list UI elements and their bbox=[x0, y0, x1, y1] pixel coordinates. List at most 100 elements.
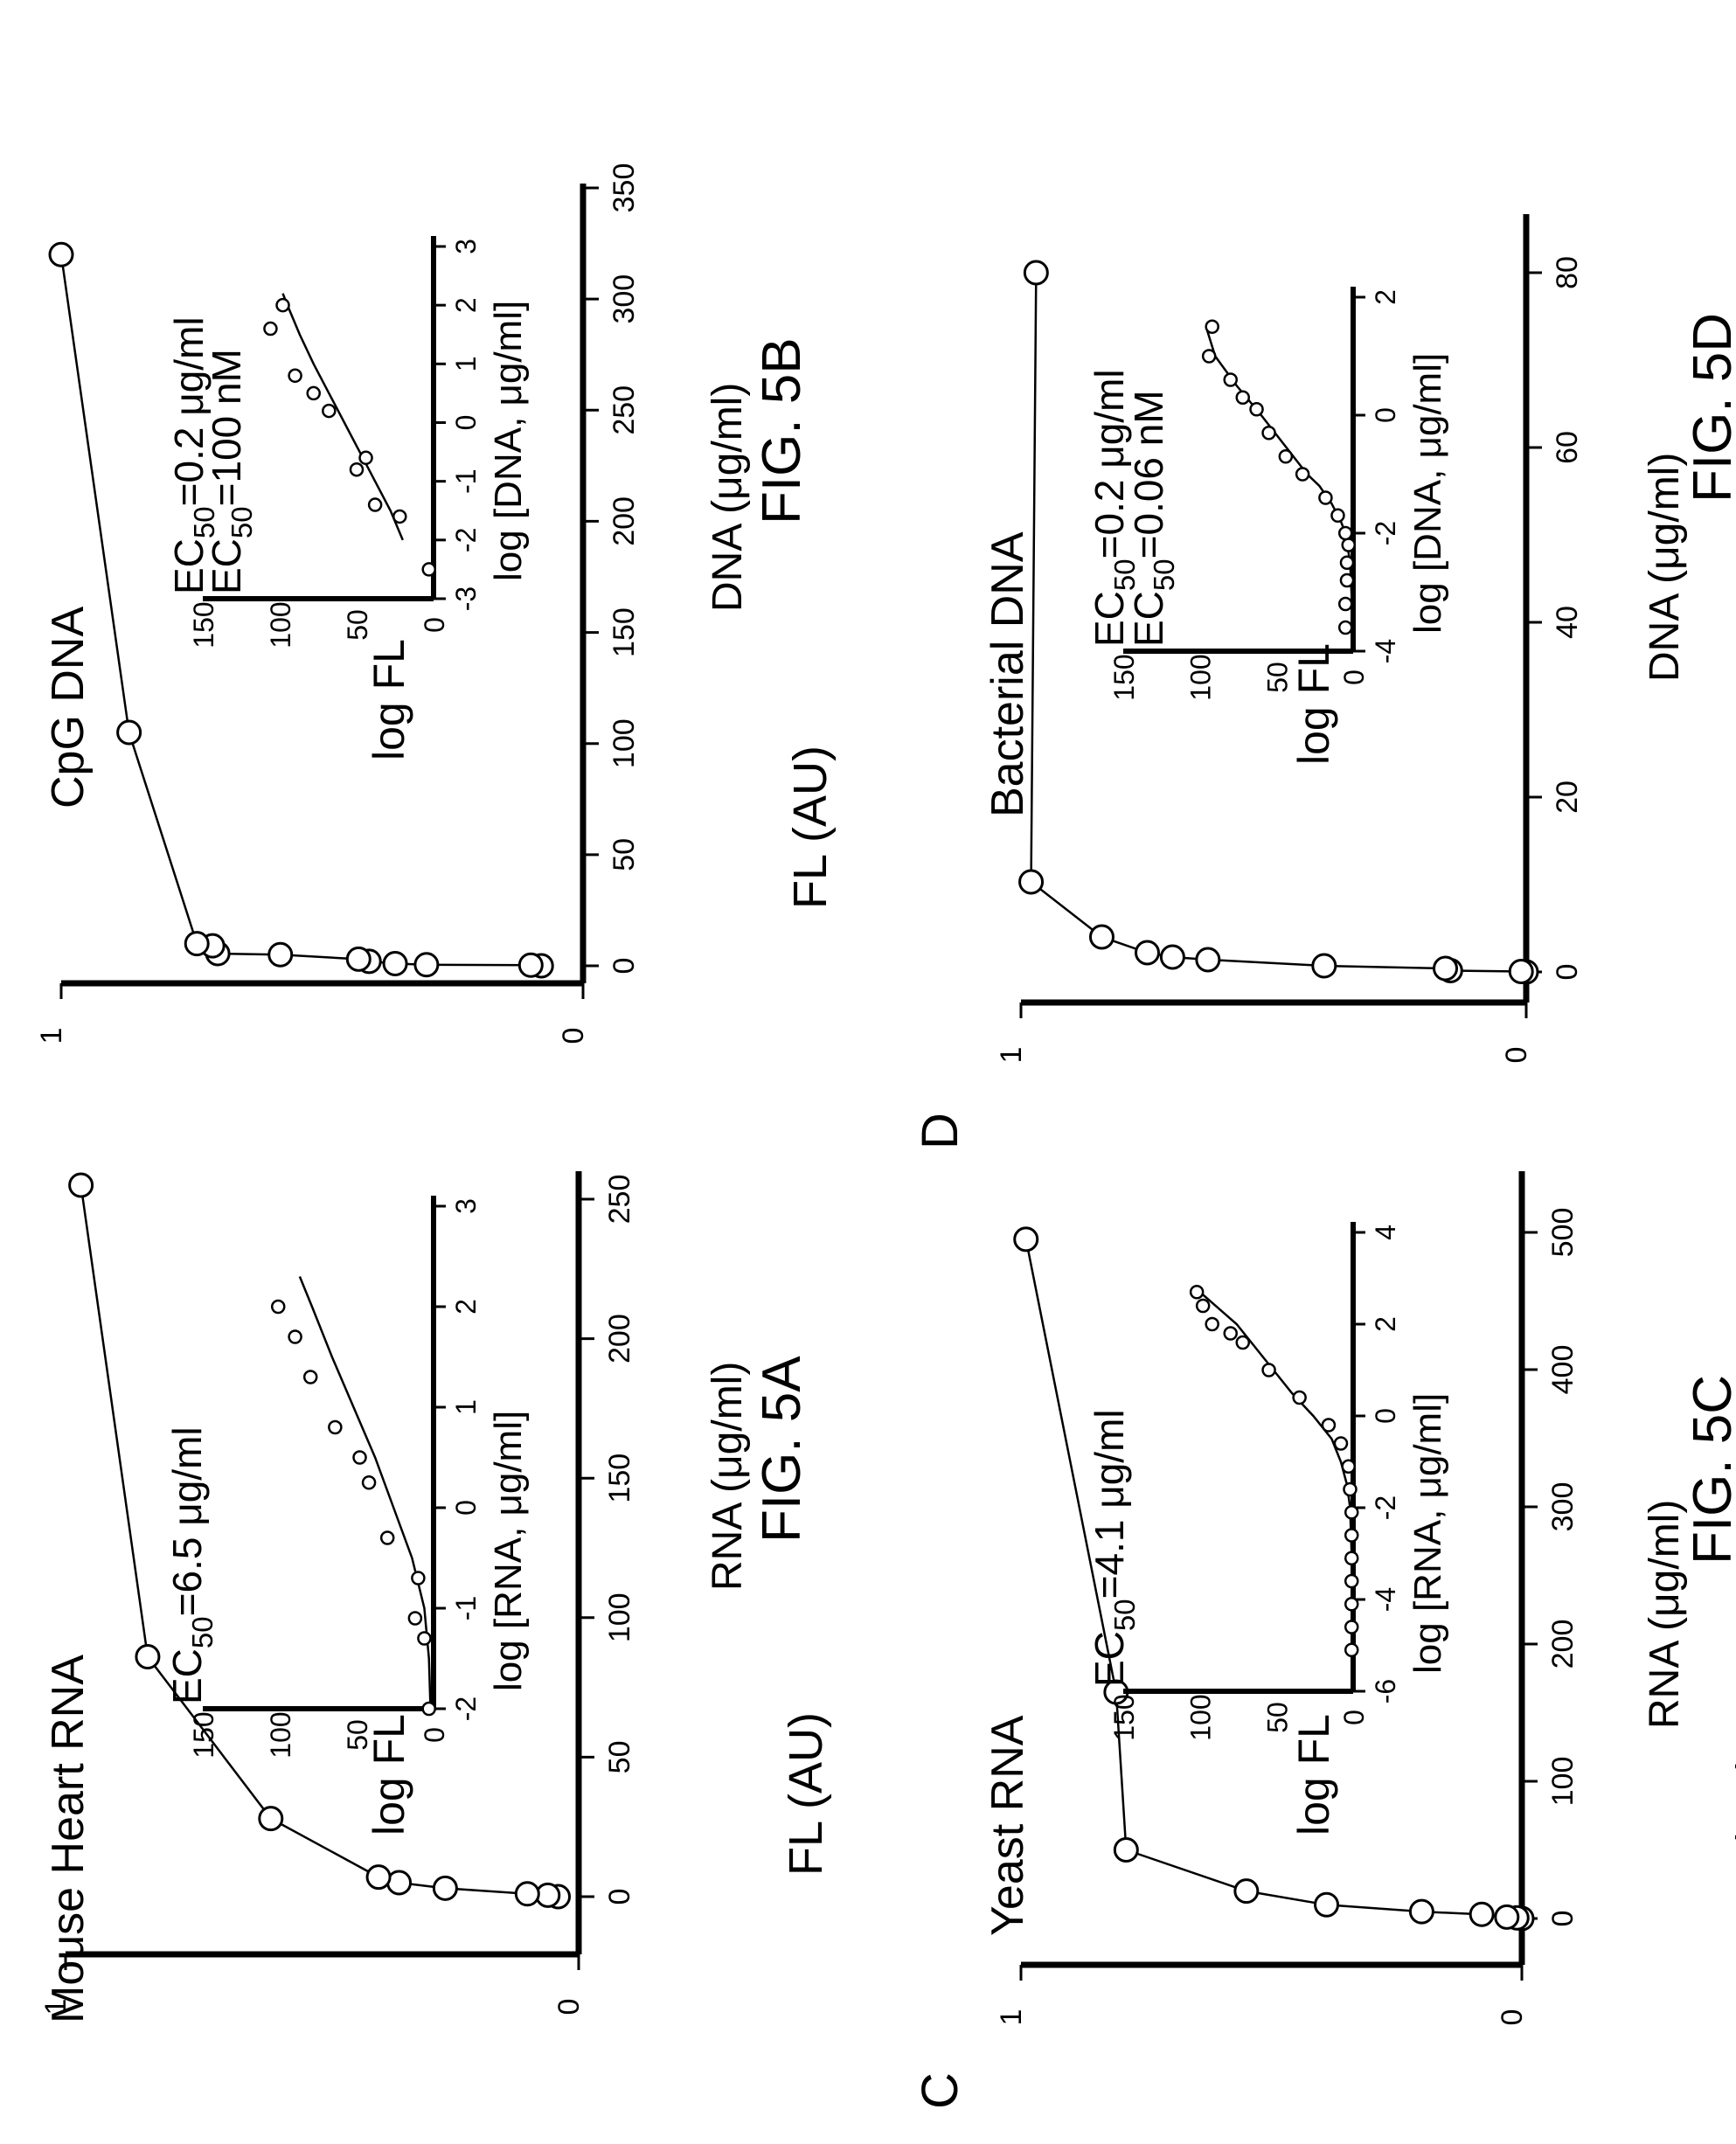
inset-x-axis-label-5C: log [RNA, μg/ml] bbox=[1406, 1393, 1449, 1674]
data-point-5C bbox=[1494, 1904, 1520, 1930]
x-axis-label-5A: RNA (μg/ml) bbox=[705, 1362, 751, 1591]
inset-x-tick-label-5D: -4 bbox=[1370, 639, 1401, 663]
data-point-5B bbox=[267, 941, 294, 968]
inset-x-tick-label-5B: -1 bbox=[450, 468, 482, 493]
inset-data-point-5C bbox=[1321, 1418, 1337, 1433]
y-tick-label-5B: 1 bbox=[35, 1028, 68, 1044]
inset-x-tick-label-5D: -2 bbox=[1370, 521, 1401, 545]
inset-x-tick-label-5B: -3 bbox=[450, 586, 482, 611]
data-point-5A bbox=[386, 1870, 413, 1896]
inset-x-tick-label-5A: -2 bbox=[450, 1696, 482, 1721]
x-tick-label-5D: 20 bbox=[1551, 781, 1584, 814]
inset-data-point-5C bbox=[1261, 1363, 1276, 1377]
inset-data-point-5C bbox=[1344, 1620, 1359, 1634]
inset-data-point-5A bbox=[361, 1475, 377, 1490]
inset-x-tick-label-5D: 0 bbox=[1370, 407, 1401, 423]
inset-data-point-5D bbox=[1261, 426, 1276, 441]
x-tick-label-5B: 250 bbox=[608, 385, 641, 435]
chart-title-5A: Mouse Heart RNA bbox=[43, 1655, 94, 2023]
inset-data-point-5A bbox=[302, 1370, 318, 1384]
data-point-5C bbox=[1314, 1891, 1340, 1918]
ec50-annotation-5B: EC50=100 nM bbox=[204, 349, 258, 594]
inset-y-tick-label-5A: 150 bbox=[188, 1711, 219, 1758]
inset-data-point-5A bbox=[379, 1530, 395, 1545]
inset-data-point-5D bbox=[1337, 596, 1353, 612]
inset-data-point-5C bbox=[1344, 1597, 1359, 1612]
inset-data-point-5D bbox=[1278, 449, 1294, 464]
data-point-5C bbox=[1113, 1837, 1139, 1863]
x-tick-label-5B: 0 bbox=[608, 958, 641, 975]
inset-data-point-5A bbox=[411, 1571, 426, 1585]
x-tick-label-5A: 100 bbox=[603, 1592, 636, 1642]
y-axis-label-5A: FL (AU) bbox=[780, 1712, 832, 1876]
data-point-5B bbox=[48, 241, 74, 267]
panel-letter-d: D bbox=[912, 1113, 969, 1149]
inset-x-tick-label-5D: 2 bbox=[1370, 289, 1401, 305]
data-point-5A bbox=[365, 1864, 392, 1891]
inset-data-point-5C bbox=[1344, 1528, 1359, 1543]
x-tick-label-5B: 200 bbox=[608, 496, 641, 546]
figure-label-5D: FIG. 5D bbox=[1683, 313, 1736, 503]
inset-y-tick-label-5A: 0 bbox=[419, 1727, 450, 1743]
inset-data-point-5A bbox=[288, 1329, 302, 1344]
inset-data-point-5C bbox=[1344, 1573, 1359, 1589]
inset-data-point-5D bbox=[1330, 508, 1345, 523]
data-point-5D bbox=[1311, 953, 1337, 979]
inset-y-tick-label-5D: 0 bbox=[1338, 670, 1370, 685]
inset-x-axis-label-5D: log [DNA, μg/ml] bbox=[1406, 353, 1449, 634]
inset-data-point-5B bbox=[322, 403, 337, 419]
x-tick-label-5D: 80 bbox=[1551, 256, 1584, 289]
ec50-annotation-5A: EC50=6.5 μg/ml bbox=[164, 1426, 219, 1704]
inset-data-point-5D bbox=[1205, 319, 1219, 334]
inset-data-point-5C bbox=[1344, 1505, 1359, 1520]
data-point-5B bbox=[184, 931, 210, 957]
inset-x-tick-label-5A: 1 bbox=[450, 1399, 482, 1415]
figure-label-5A: FIG. 5A bbox=[752, 1356, 812, 1543]
data-point-5B bbox=[517, 952, 544, 978]
inset-data-point-5C bbox=[1235, 1335, 1251, 1350]
inset-y-tick-label-5A: 100 bbox=[265, 1711, 296, 1758]
inset-data-point-5D bbox=[1341, 538, 1356, 552]
x-tick-label-5B: 350 bbox=[608, 163, 641, 213]
inset-data-point-5D bbox=[1295, 467, 1310, 482]
inset-data-point-5A bbox=[417, 1631, 432, 1646]
x-axis-label-5B: DNA (μg/ml) bbox=[705, 383, 751, 612]
x-tick-label-5C: 100 bbox=[1546, 1757, 1580, 1807]
x-tick-label-5B: 150 bbox=[608, 607, 641, 657]
inset-y-tick-label-5C: 100 bbox=[1185, 1694, 1217, 1740]
inset-data-point-5B bbox=[421, 562, 436, 577]
inset-y-tick-label-5C: 0 bbox=[1338, 1710, 1370, 1725]
inset-5D: -4 -2 0 2 0 50 100 150 log [DNA, μg/ml] log FL bbox=[1108, 287, 1449, 765]
inset-y-tick-label-5A: 50 bbox=[342, 1719, 373, 1751]
x-tick-label-5D: 60 bbox=[1551, 431, 1584, 464]
inset-data-point-5B bbox=[349, 461, 365, 477]
inset-data-point-5C bbox=[1223, 1326, 1238, 1341]
inset-data-point-5B bbox=[263, 321, 278, 337]
data-point-5D bbox=[1135, 940, 1160, 966]
y-axis-label-5D: FL (AU) bbox=[1732, 765, 1736, 928]
data-point-5D bbox=[1159, 944, 1185, 970]
inset-y-axis-label-5C: log FL bbox=[1289, 1714, 1338, 1835]
data-point-5D bbox=[1023, 260, 1049, 286]
inset-data-point-5D bbox=[1201, 349, 1217, 364]
inset-data-point-5D bbox=[1235, 390, 1251, 405]
inset-data-point-5C bbox=[1292, 1390, 1307, 1405]
data-point-5B bbox=[116, 719, 142, 746]
y-tick-label-5D: 1 bbox=[995, 1047, 1028, 1064]
inset-y-tick-label-5C: 150 bbox=[1108, 1694, 1140, 1740]
x-tick-label-5A: 50 bbox=[603, 1740, 636, 1773]
inset-data-point-5B bbox=[275, 297, 290, 313]
data-point-5A bbox=[68, 1172, 94, 1198]
inset-data-point-5B bbox=[392, 509, 407, 524]
inset-y-tick-label-5B: 50 bbox=[342, 609, 373, 641]
inset-5C: -6 -4 -2 0 2 4 0 50 100 150 log [RNA, μg/ml] log FL bbox=[1108, 1222, 1449, 1835]
inset-data-point-5C bbox=[1189, 1285, 1205, 1300]
inset-y-axis-label-5A: log FL bbox=[365, 1714, 413, 1835]
y-tick-label-5C: 0 bbox=[1496, 2009, 1529, 2026]
y-tick-label-5B: 0 bbox=[557, 1028, 590, 1044]
inset-data-point-5B bbox=[288, 368, 302, 384]
inset-x-tick-label-5B: 1 bbox=[450, 356, 482, 371]
